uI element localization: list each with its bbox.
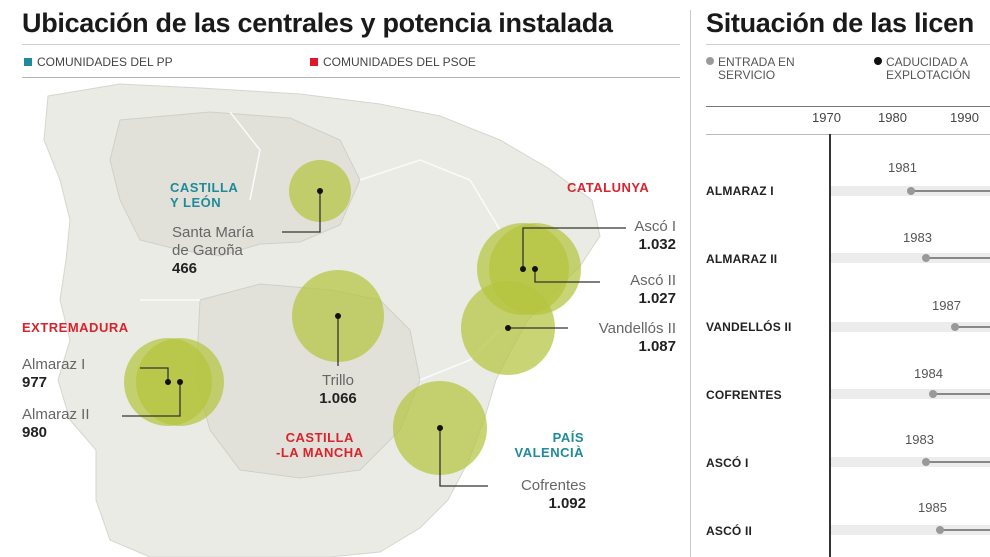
- year-tick: 1980: [878, 110, 907, 125]
- region-castilla-leon: [109, 111, 361, 257]
- timeline-markers: [907, 187, 990, 534]
- region-line: -LA MANCHA: [276, 445, 364, 460]
- region-line: PAÍS: [552, 430, 584, 445]
- legend-expiry: CADUCIDAD A EXPLOTACIÓN: [874, 56, 970, 82]
- psoe-swatch: [310, 58, 318, 66]
- start-marker: [922, 458, 930, 466]
- plant-name: Trillo: [322, 372, 354, 389]
- start-year: 1983: [903, 230, 932, 245]
- legend-start-line1: ENTRADA EN: [718, 55, 795, 69]
- timeline-bar: [831, 253, 990, 263]
- start-year: 1983: [905, 432, 934, 447]
- location-panel: Ubicación de las centrales y potencia in…: [22, 8, 680, 557]
- plant-name: Santa María: [172, 224, 254, 241]
- plant-label-almaraz-2: Almaraz II 980: [22, 406, 90, 442]
- legend-start-line2: SERVICIO: [718, 68, 776, 82]
- plant-label-cofrentes: Cofrentes 1.092: [490, 477, 586, 513]
- title-divider: [22, 44, 680, 45]
- panel-divider: [690, 10, 691, 557]
- plant-label-asco-1: Ascó I 1.032: [600, 218, 676, 254]
- plant-power: 1.087: [638, 338, 676, 355]
- start-year: 1981: [888, 160, 917, 175]
- pp-swatch: [24, 58, 32, 66]
- axis-bottom-line: [706, 134, 990, 135]
- region-line: CASTILLA: [285, 430, 354, 445]
- plant-power: 1.027: [638, 290, 676, 307]
- region-line: CASTILLA: [170, 180, 239, 195]
- plant-label-asco-2: Ascó II 1.027: [600, 272, 676, 308]
- legend-pp: COMUNIDADES DEL PP: [24, 55, 173, 69]
- spain-map: [43, 83, 626, 557]
- start-dot-icon: [706, 57, 714, 65]
- start-marker: [929, 390, 937, 398]
- timeline-bar: [831, 322, 990, 332]
- region-label-extremadura: EXTREMADURA: [22, 320, 129, 335]
- region-line: VALENCIÀ: [514, 445, 584, 460]
- party-legend: COMUNIDADES DEL PP COMUNIDADES DEL PSOE: [22, 52, 680, 78]
- plant-power: 977: [22, 374, 48, 391]
- reactor-name: COFRENTES: [706, 388, 782, 402]
- plant-power: 466: [172, 260, 198, 277]
- baseline-1970: [829, 134, 831, 557]
- plant-name: Ascó I: [634, 218, 676, 235]
- plant-name: Ascó II: [630, 272, 676, 289]
- start-year: 1985: [918, 500, 947, 515]
- start-marker: [922, 254, 930, 262]
- region-label-castilla-mancha: CASTILLA -LA MANCHA: [276, 430, 364, 460]
- start-year: 1987: [932, 298, 961, 313]
- region-label-castilla-leon: CASTILLA Y LEÓN: [170, 180, 238, 210]
- plant-label-trillo: Trillo 1.066: [306, 372, 370, 408]
- plant-power: 1.032: [638, 236, 676, 253]
- map-title: Ubicación de las centrales y potencia in…: [22, 8, 613, 38]
- legend-psoe: COMUNIDADES DEL PSOE: [310, 55, 476, 69]
- plant-name: Almaraz I: [22, 356, 86, 373]
- start-marker: [907, 187, 915, 195]
- legend-start: ENTRADA EN SERVICIO: [706, 56, 795, 82]
- license-title-divider: [706, 44, 990, 45]
- axis-top-line: [706, 106, 990, 107]
- start-marker: [951, 323, 959, 331]
- start-year: 1984: [914, 366, 943, 381]
- plant-label-almaraz-1: Almaraz I 977: [22, 356, 85, 392]
- expiry-dot-icon: [874, 57, 882, 65]
- legend-pp-label: COMUNIDADES DEL PP: [37, 55, 173, 69]
- reactor-name: ALMARAZ II: [706, 252, 778, 266]
- license-title: Situación de las licen: [706, 8, 974, 38]
- region-label-valencia: PAÍS VALENCIÀ: [496, 430, 584, 460]
- timeline-bar: [831, 525, 990, 535]
- plant-name: de Garoña: [172, 242, 243, 259]
- plant-label-vandellos: Vandellós II 1.087: [570, 320, 676, 356]
- timeline-bar: [831, 457, 990, 467]
- legend-expiry-line2: EXPLOTACIÓN: [886, 68, 971, 82]
- timeline-bar: [831, 389, 990, 399]
- plant-power: 980: [22, 424, 48, 441]
- plant-name: Vandellós II: [598, 320, 676, 337]
- license-panel: Situación de las licen ENTRADA EN SERVIC…: [700, 0, 990, 557]
- region-label-catalunya: CATALUNYA: [567, 180, 650, 195]
- legend-expiry-line1: CADUCIDAD A: [886, 55, 969, 69]
- start-marker: [936, 526, 944, 534]
- region-line: Y LEÓN: [170, 195, 222, 210]
- plant-power: 1.066: [319, 390, 357, 407]
- plant-label-garona: Santa María de Garoña 466: [172, 224, 254, 278]
- reactor-name: VANDELLÓS II: [706, 320, 792, 334]
- plant-name: Almaraz II: [22, 406, 90, 423]
- reactor-name: ASCÓ I: [706, 456, 749, 470]
- reactor-name: ALMARAZ I: [706, 184, 774, 198]
- plant-name: Cofrentes: [520, 477, 586, 494]
- plant-power: 1.092: [548, 495, 586, 512]
- year-tick: 1990: [950, 110, 979, 125]
- reactor-name: ASCÓ II: [706, 524, 753, 538]
- legend-psoe-label: COMUNIDADES DEL PSOE: [323, 55, 476, 69]
- year-tick: 1970: [812, 110, 841, 125]
